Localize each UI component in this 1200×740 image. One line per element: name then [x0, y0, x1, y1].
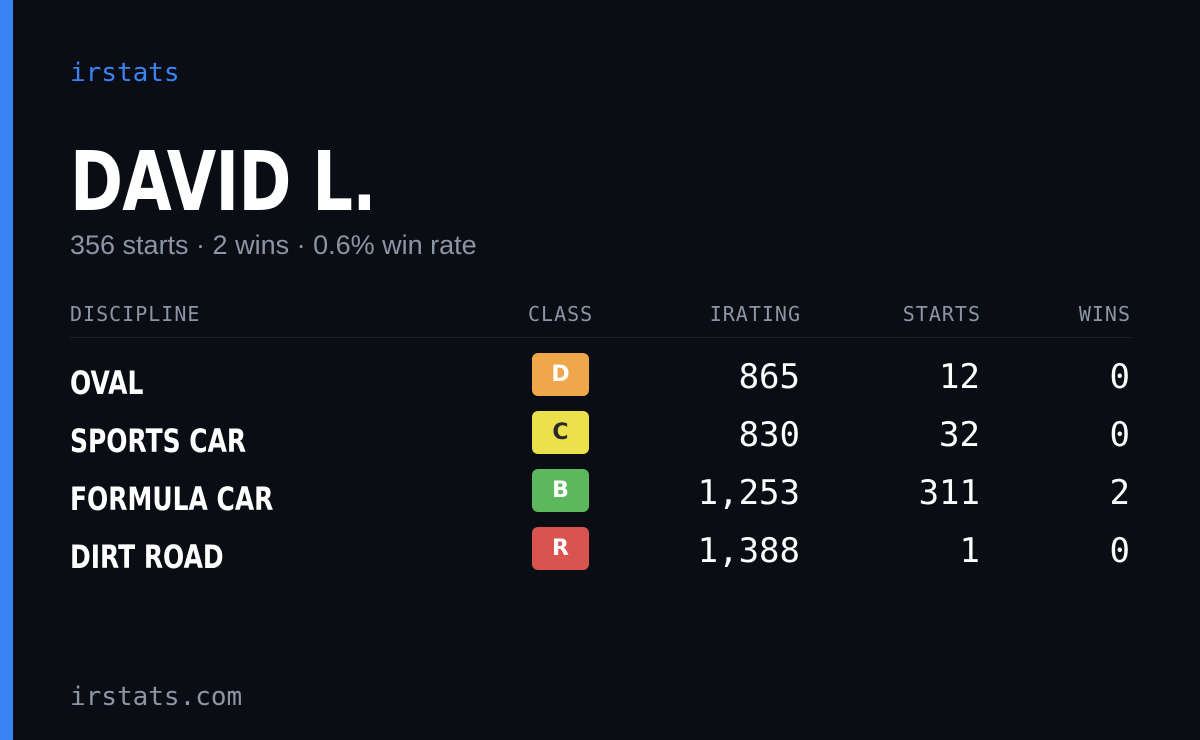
- table-header: DISCIPLINE CLASS IRATING STARTS WINS: [70, 298, 1131, 338]
- irating-value: 1,253: [697, 473, 800, 513]
- wins-value: 2: [1109, 473, 1130, 513]
- class-badge: D: [532, 353, 589, 396]
- irating-value: 830: [738, 415, 800, 455]
- stats-table: DISCIPLINE CLASS IRATING STARTS WINS OVA…: [70, 298, 1131, 576]
- table-row: OVAL D 865 12 0: [70, 353, 1131, 411]
- starts-value: 32: [939, 415, 980, 455]
- class-badge: B: [532, 469, 589, 512]
- footer-url: irstats.com: [70, 682, 243, 712]
- player-name: DAVID L.: [70, 135, 377, 230]
- starts-value: 311: [918, 473, 980, 513]
- discipline-name: OVAL: [70, 364, 144, 402]
- wins-value: 0: [1109, 357, 1130, 397]
- player-summary: 356 starts · 2 wins · 0.6% win rate: [70, 230, 477, 260]
- irating-value: 1,388: [697, 531, 800, 571]
- brand-logo-text: irstats: [70, 58, 180, 88]
- class-badge: C: [532, 411, 589, 454]
- class-badge: R: [532, 527, 589, 570]
- header-discipline: DISCIPLINE: [70, 302, 201, 326]
- header-wins: WINS: [1078, 302, 1131, 326]
- starts-value: 12: [939, 357, 980, 397]
- table-body: OVAL D 865 12 0 SPORTS CAR C 830 32 0 FO…: [70, 353, 1131, 585]
- discipline-name: FORMULA CAR: [70, 480, 274, 518]
- table-row: SPORTS CAR C 830 32 0: [70, 411, 1131, 469]
- table-row: FORMULA CAR B 1,253 311 2: [70, 469, 1131, 527]
- wins-value: 0: [1109, 531, 1130, 571]
- irating-value: 865: [738, 357, 800, 397]
- discipline-name: SPORTS CAR: [70, 422, 247, 460]
- discipline-name: DIRT ROAD: [70, 538, 224, 576]
- starts-value: 1: [959, 531, 980, 571]
- header-starts: STARTS: [902, 302, 981, 326]
- table-row: DIRT ROAD R 1,388 1 0: [70, 527, 1131, 585]
- header-class: CLASS: [528, 302, 594, 326]
- accent-bar: [0, 0, 13, 740]
- header-irating: IRATING: [709, 302, 801, 326]
- wins-value: 0: [1109, 415, 1130, 455]
